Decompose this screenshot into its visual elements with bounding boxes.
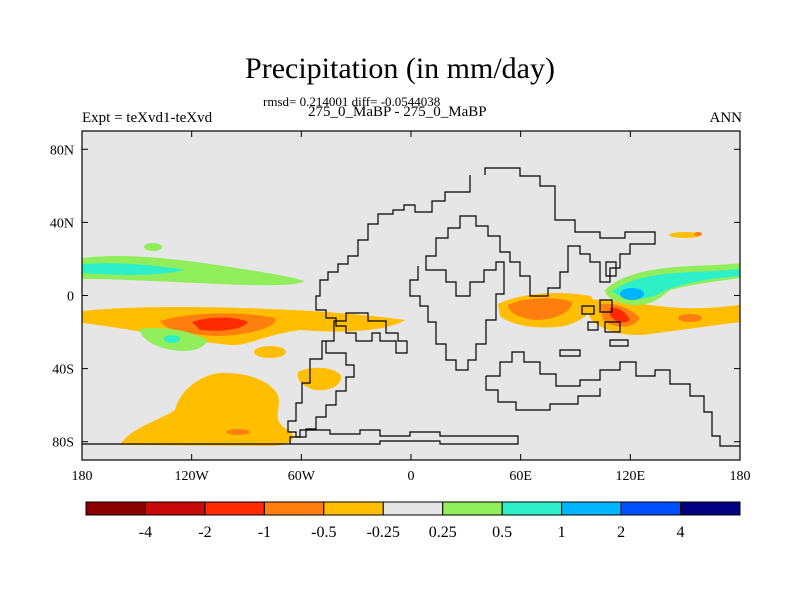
- colorbar-level-label: -0.25: [367, 524, 400, 541]
- region-cyan-wpacific: [612, 269, 740, 299]
- colorbar-swatch: [263, 501, 325, 516]
- experiment-label: Expt = teXvd1-teXvd: [82, 110, 213, 126]
- x-tick-label: 60E: [509, 469, 532, 484]
- outline-maritime-3: [587, 321, 599, 331]
- outline-maritime-5: [609, 339, 629, 347]
- region-blue-wpacific: [620, 288, 644, 300]
- y-tick-label: 80N: [50, 143, 74, 158]
- x-tick-label: 0: [408, 469, 415, 484]
- precip-regions: [82, 232, 740, 446]
- region-cyan-south: [164, 335, 180, 343]
- colorbar-swatch: [561, 501, 622, 516]
- season-label: ANN: [709, 110, 743, 126]
- colorbar-level-label: 1: [558, 524, 566, 541]
- region-green-npacific: [82, 255, 304, 286]
- y-axis: 80N 40N 0 40S 80S: [50, 143, 740, 451]
- rmsd-diff-stats: rmsd= 0.214001 diff= -0.0544038: [263, 94, 441, 109]
- outline-maritime-6: [559, 349, 581, 357]
- outline-antarctica: [82, 429, 519, 445]
- region-green-small: [144, 243, 162, 251]
- region-cyan-npacific: [82, 263, 185, 275]
- y-tick-label: 40N: [50, 216, 74, 231]
- colorbar-swatch: [680, 501, 741, 516]
- x-tick-label: 180: [72, 469, 93, 484]
- outline-australia: [486, 351, 740, 447]
- outline-americas: [287, 175, 471, 438]
- colorbar-swatch: [323, 501, 384, 516]
- colorbar-level-label: 2: [617, 524, 625, 541]
- colorbar: -4 -2 -1 -0.5 -0.25 0.25 0.5 1 2 4: [85, 501, 741, 541]
- outline-japan: [605, 261, 617, 277]
- colorbar-level-label: 0.5: [492, 524, 512, 541]
- colorbar-swatch: [204, 501, 265, 516]
- colorbar-swatch: [442, 501, 503, 516]
- chart-subtitle: 275_0_MaBP - 275_0_MaBP: [308, 104, 487, 120]
- y-tick-label: 80S: [52, 436, 74, 451]
- x-axis: 180 120W 60W 0 60E 120E 180: [72, 131, 751, 484]
- colorbar-swatch: [382, 501, 444, 516]
- region-dkorange-east: [678, 314, 702, 322]
- outline-maritime-4: [604, 321, 621, 333]
- colorbar-level-label: -0.5: [311, 524, 336, 541]
- region-orange-npac-small: [669, 232, 701, 238]
- region-red-wpacific: [610, 307, 630, 323]
- region-red-core: [192, 317, 248, 331]
- region-orange-mid: [254, 346, 286, 358]
- x-tick-label: 180: [730, 469, 751, 484]
- x-tick-label: 60W: [288, 469, 316, 484]
- colorbar-level-label: 4: [677, 524, 685, 541]
- region-dkorange-indian: [508, 298, 572, 320]
- outline-maritime-2: [599, 299, 613, 313]
- continent-outlines: [82, 167, 740, 447]
- y-tick-label: 0: [67, 290, 74, 305]
- x-tick-label: 120W: [175, 469, 210, 484]
- outline-australia-south: [485, 376, 601, 411]
- region-dkorange-npac-small: [694, 232, 702, 236]
- region-dkorange-spacific: [226, 429, 250, 435]
- colorbar-swatch: [501, 501, 563, 516]
- outline-eurasia-africa: [409, 167, 656, 371]
- y-tick-label: 40S: [52, 363, 74, 378]
- colorbar-level-label: -4: [139, 524, 152, 541]
- colorbar-level-label: 0.25: [429, 524, 457, 541]
- chart-title: Precipitation (in mm/day): [245, 52, 555, 85]
- x-tick-label: 120E: [616, 469, 646, 484]
- region-orange-spacific: [120, 372, 294, 446]
- region-orange-atlantic: [297, 367, 341, 391]
- colorbar-swatch: [85, 501, 146, 516]
- outline-maritime-1: [581, 305, 595, 315]
- colorbar-swatch: [144, 501, 206, 516]
- colorbar-level-label: -1: [258, 524, 271, 541]
- colorbar-swatch: [620, 501, 682, 516]
- colorbar-level-label: -2: [198, 524, 211, 541]
